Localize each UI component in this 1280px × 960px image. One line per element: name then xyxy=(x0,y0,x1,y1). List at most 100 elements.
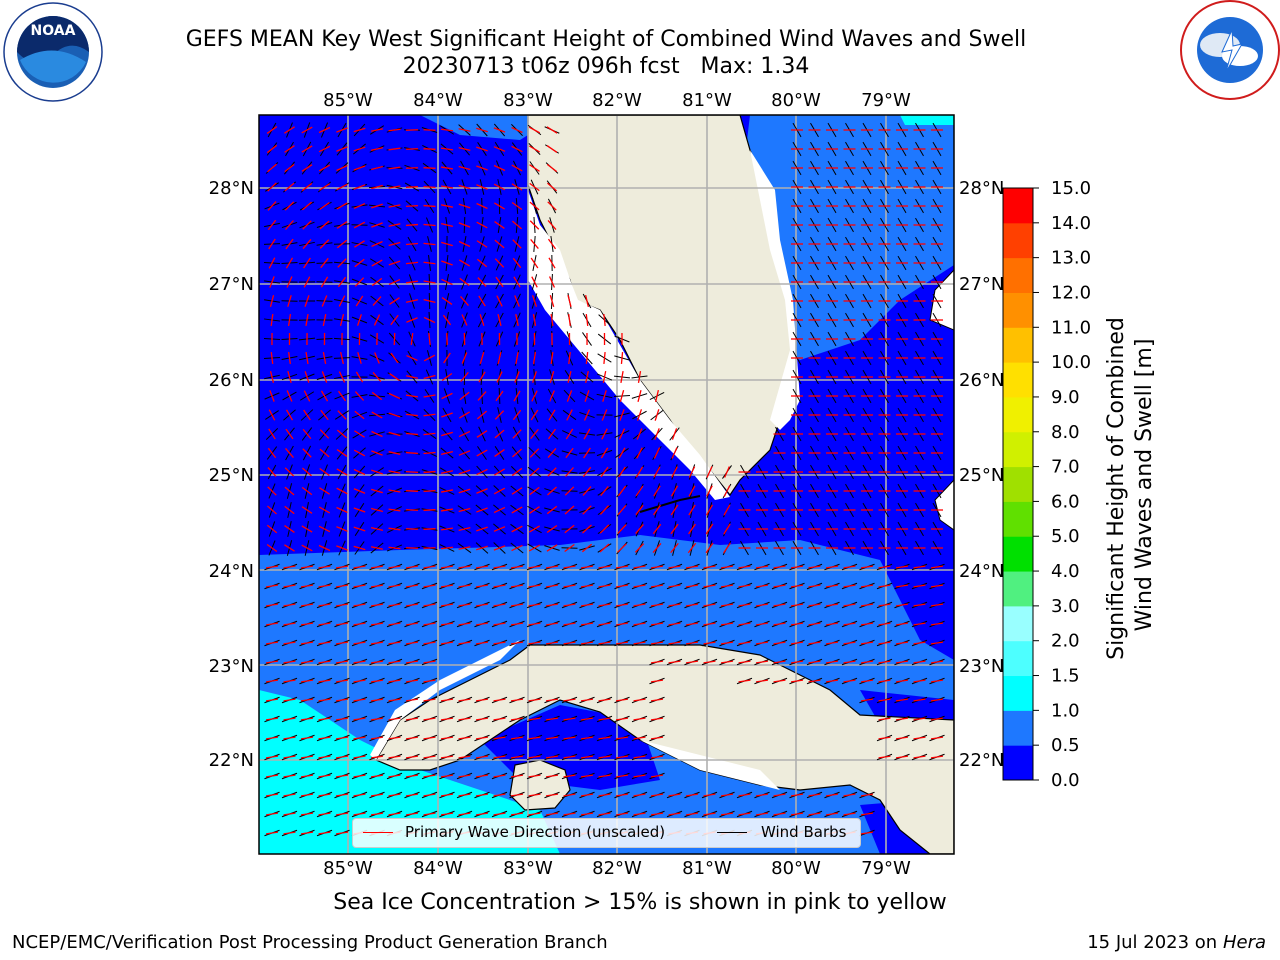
wave-arrow xyxy=(458,184,471,190)
wave-arrow xyxy=(773,679,786,683)
wave-arrow xyxy=(860,622,874,626)
wave-arrow xyxy=(423,432,436,436)
wave-arrow xyxy=(547,486,557,496)
wave-arrow xyxy=(353,736,366,740)
wave-arrow xyxy=(321,371,328,383)
wave-arrow xyxy=(582,486,592,496)
wave-arrow xyxy=(319,183,330,191)
wave-arrow xyxy=(636,428,643,440)
wave-arrow xyxy=(685,622,699,626)
lon-tick-bottom: 79°W xyxy=(861,858,911,879)
wave-arrow xyxy=(617,524,627,534)
wave-arrow xyxy=(302,428,312,440)
wave-arrow xyxy=(300,793,314,797)
wave-arrow xyxy=(913,603,926,607)
wave-arrow xyxy=(335,736,349,740)
wave-arrow xyxy=(423,451,436,455)
wave-arrow xyxy=(371,277,383,287)
wave-arrow xyxy=(301,145,313,153)
wave-arrow xyxy=(671,466,678,478)
wave-arrow xyxy=(688,466,696,478)
wave-arrow xyxy=(633,584,646,588)
wave-arrow xyxy=(494,239,505,249)
wave-arrow xyxy=(529,182,540,192)
wave-arrow xyxy=(301,201,313,211)
wave-arrow xyxy=(493,793,506,797)
wave-arrow xyxy=(494,468,505,476)
wave-arrow xyxy=(388,392,401,400)
wave-arrow xyxy=(265,603,279,607)
wave-arrow xyxy=(790,793,804,797)
wave-arrow xyxy=(476,545,488,551)
wave-arrow xyxy=(738,793,751,797)
lon-tick-bottom: 80°W xyxy=(771,858,821,879)
wave-arrow xyxy=(585,351,589,365)
wave-arrow xyxy=(355,371,364,383)
wave-arrow xyxy=(580,584,594,588)
wave-arrow xyxy=(406,354,418,362)
wave-arrow xyxy=(601,428,608,440)
wave-arrow xyxy=(283,603,296,607)
wave-arrow xyxy=(563,736,576,740)
colorbar-tick-label: 1.5 xyxy=(1051,666,1080,687)
wave-arrow xyxy=(705,523,714,535)
wave-arrow xyxy=(580,793,594,797)
wave-arrow xyxy=(353,184,366,190)
wave-arrow xyxy=(405,812,419,816)
colorbar-segment xyxy=(1003,431,1033,468)
wave-arrow xyxy=(458,450,471,456)
wave-arrow xyxy=(475,565,489,569)
wave-arrow xyxy=(336,146,348,152)
wave-arrow xyxy=(373,314,381,326)
wave-direction-arrows xyxy=(265,126,944,835)
wave-arrow xyxy=(458,203,471,209)
wave-arrow xyxy=(585,313,589,327)
wave-arrow xyxy=(529,164,540,172)
wave-arrow xyxy=(388,223,401,227)
wave-arrow xyxy=(423,185,436,189)
wave-arrow xyxy=(635,485,644,497)
wave-arrow xyxy=(389,297,400,305)
wave-arrow xyxy=(528,698,541,702)
wave-arrow xyxy=(773,641,786,645)
wave-arrow xyxy=(493,584,506,588)
wave-arrow xyxy=(671,447,678,459)
wave-arrow xyxy=(388,755,401,759)
wave-arrow xyxy=(372,372,382,382)
wave-arrow xyxy=(808,565,821,569)
wave-arrow xyxy=(423,622,436,626)
wave-arrow xyxy=(370,793,384,797)
wave-arrow xyxy=(633,698,646,702)
wave-arrow xyxy=(790,660,804,664)
wave-arrow xyxy=(283,660,296,664)
wave-arrow xyxy=(512,257,522,269)
wave-arrow xyxy=(388,508,401,512)
wave-arrow xyxy=(895,698,909,702)
wave-arrow xyxy=(633,755,646,759)
wave-arrow xyxy=(458,793,471,797)
wave-arrow xyxy=(563,812,576,816)
wave-arrow xyxy=(825,679,839,683)
colorbar-tick-label: 7.0 xyxy=(1051,457,1080,478)
lat-tick-left: 23°N xyxy=(209,656,254,677)
wave-arrow xyxy=(493,622,506,626)
wave-arrow xyxy=(531,276,538,288)
lon-tick-top: 80°W xyxy=(771,90,821,111)
wave-arrow xyxy=(443,352,451,364)
wave-arrow xyxy=(703,812,716,816)
wave-arrow xyxy=(335,679,349,683)
wave-arrow xyxy=(637,370,642,384)
wave-arrow xyxy=(284,505,295,515)
wave-arrow xyxy=(615,717,629,721)
colorbar-tick-label: 8.0 xyxy=(1051,422,1080,443)
wave-arrow xyxy=(650,622,664,626)
wave-arrow xyxy=(615,603,629,607)
wave-arrow xyxy=(336,221,348,229)
colorbar-segment xyxy=(1003,605,1033,642)
wave-arrow xyxy=(370,679,384,683)
wave-arrow xyxy=(703,565,716,569)
wave-arrow xyxy=(650,812,664,816)
wave-arrow xyxy=(514,295,520,307)
wave-arrow xyxy=(353,584,366,588)
wave-arrow xyxy=(615,584,629,588)
